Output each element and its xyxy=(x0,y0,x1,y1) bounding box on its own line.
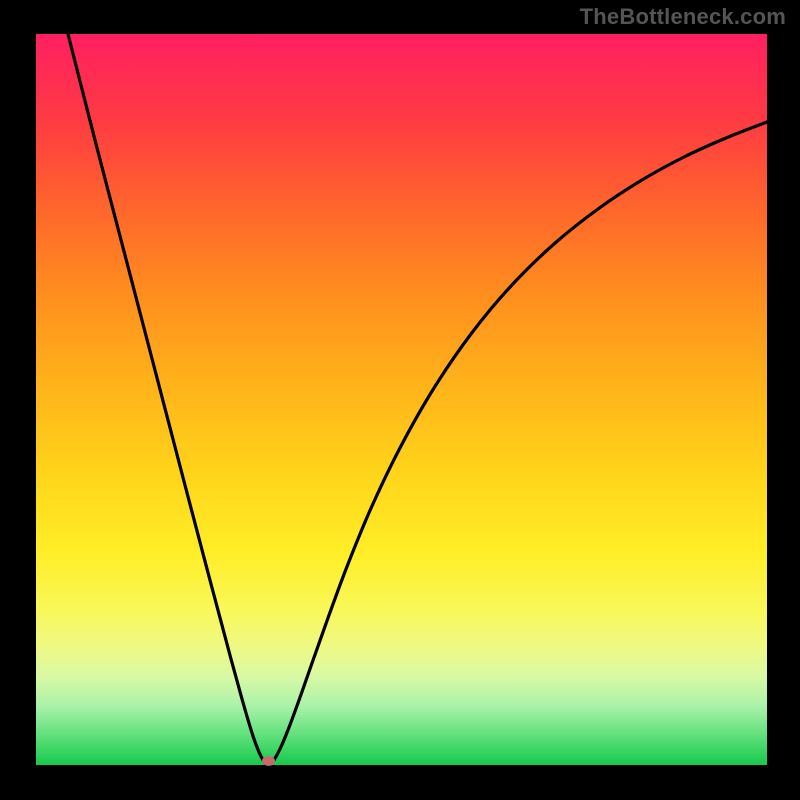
chart-plot-area xyxy=(36,34,767,765)
minimum-marker xyxy=(262,756,275,766)
bottleneck-curve xyxy=(36,34,767,765)
watermark-text: TheBottleneck.com xyxy=(580,4,786,30)
